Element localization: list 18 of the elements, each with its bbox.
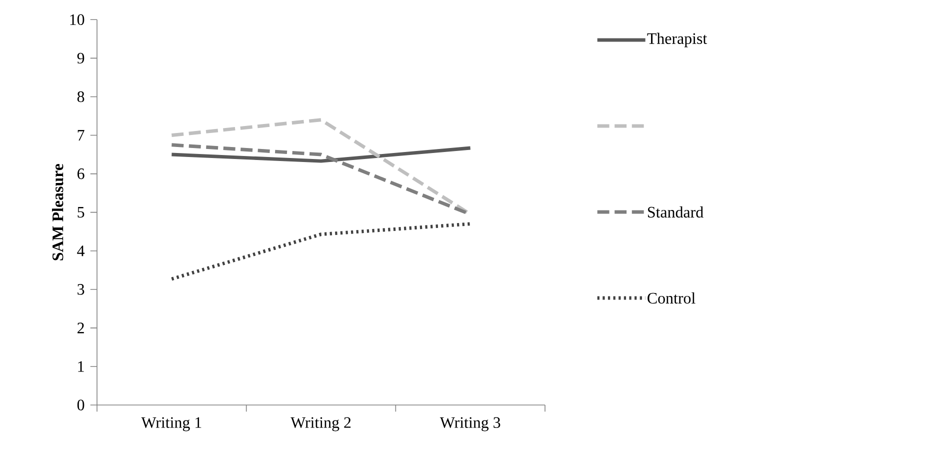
y-tick-label: 6 [78,168,84,180]
legend-label: Control [648,292,696,304]
y-tick-label: 3 [78,284,84,295]
legend-label: Therapist [647,32,708,48]
x-tick-label: Writing 3 [440,417,500,432]
y-tick-label: 4 [77,246,85,256]
y-tick-label: 5 [78,207,84,218]
y-tick-label: 9 [77,52,84,64]
y-tick-label: 2 [78,322,84,334]
y-tick-label: 8 [77,91,84,102]
y-tick-label: 10 [70,14,84,26]
legend-label: Standard [648,206,704,218]
y-tick-label: 7 [78,130,84,140]
x-tick-label: Writing 1 [141,417,202,432]
y-tick-label: 0 [77,400,84,410]
y-axis-title: SAM Pleasure [52,164,64,260]
x-tick-label: Writing 2 [290,417,351,432]
y-tick-label: 1 [78,361,84,372]
